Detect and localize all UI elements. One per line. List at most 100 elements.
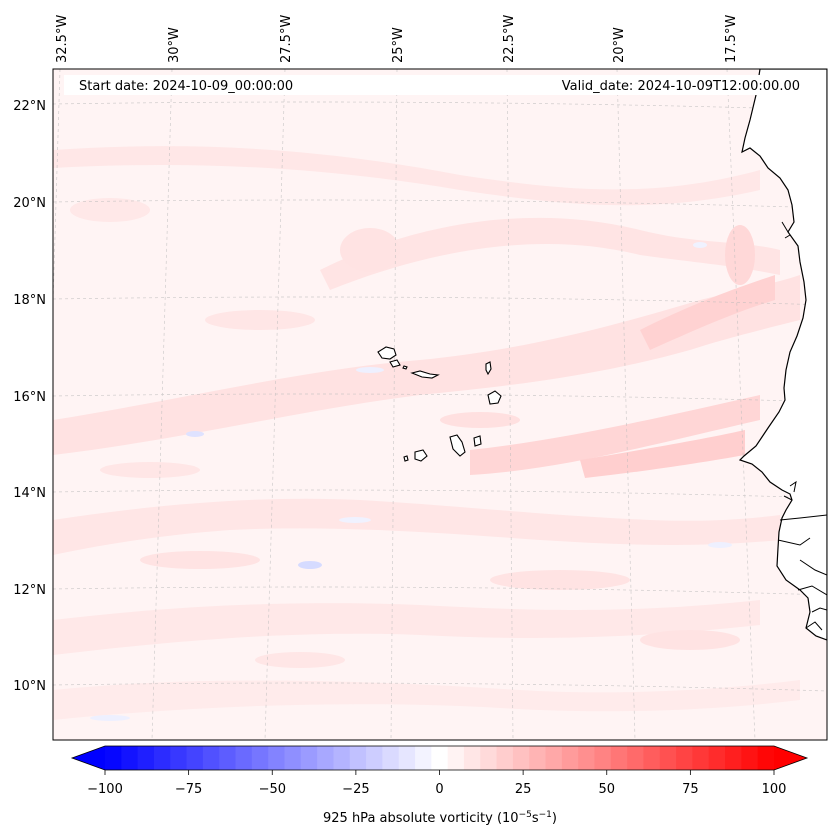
colorbar-cell <box>659 746 677 770</box>
colorbar-tick-label: 100 <box>762 782 787 797</box>
vorticity-band-7 <box>53 680 800 720</box>
africa-coastline <box>738 69 827 641</box>
negative-vorticity-patch <box>339 517 371 523</box>
colorbar-tick-label: −25 <box>342 782 369 797</box>
colorbar-cell <box>235 746 253 770</box>
colorbar-cell <box>545 746 563 770</box>
colorbar-cell <box>186 746 204 770</box>
coast-detail <box>777 221 827 631</box>
start-date-label: Start date: 2024-10-09_00:00:00 <box>79 79 293 94</box>
vorticity-band-6 <box>53 600 760 655</box>
annotation-bar <box>64 75 809 95</box>
gridlines <box>53 69 827 740</box>
vorticity-band-4 <box>470 395 760 475</box>
colorbar-tick-label: 0 <box>435 782 443 797</box>
lat-label: 18°N <box>13 293 46 308</box>
vorticity-band-5 <box>53 498 780 555</box>
vorticity-field <box>53 69 827 740</box>
colorbar-title-exp1: −5 <box>519 810 532 820</box>
vorticity-blob <box>340 228 400 272</box>
colorbar-cell <box>300 746 318 770</box>
colorbar-cell <box>708 746 726 770</box>
colorbar-cell <box>692 746 710 770</box>
latitude-labels: 22°N 20°N 18°N 16°N 14°N 12°N 10°N <box>13 99 46 694</box>
negative-vorticity-patch <box>90 715 130 721</box>
vorticity-band-1 <box>53 146 760 206</box>
colorbar-cell <box>529 746 547 770</box>
island-sao-vicente <box>389 359 401 368</box>
colorbar-cell <box>480 746 498 770</box>
negative-vorticity-patch <box>186 431 204 437</box>
colorbar-cell <box>202 746 220 770</box>
colorbar-cell <box>366 746 383 770</box>
lon-label: 22.5°W <box>502 15 517 63</box>
lon-label: 27.5°W <box>279 15 294 63</box>
colorbar-cell <box>284 746 302 770</box>
vorticity-band-9 <box>580 430 745 478</box>
colorbar-cell <box>219 746 237 770</box>
colorbar-cell <box>676 746 694 770</box>
negative-vorticity-patch <box>693 242 707 248</box>
colorbar-cell <box>268 746 286 770</box>
island-fogo <box>414 449 428 462</box>
colorbar-cell <box>317 746 335 770</box>
colorbar-title-unit: s <box>532 811 539 826</box>
negative-vorticity-patch <box>298 561 322 569</box>
colorbar-cell <box>757 746 775 770</box>
island-boa-vista <box>487 390 502 405</box>
colorbar-cell <box>578 746 596 770</box>
colorbar-low-extension <box>72 746 105 770</box>
colorbar-cell <box>251 746 269 770</box>
island-santo-antao <box>377 346 397 360</box>
colorbar-cell <box>725 746 742 770</box>
colorbar-cell <box>121 746 139 770</box>
island-santa-luzia <box>402 365 408 370</box>
colorbar-tick-label: −50 <box>259 782 286 797</box>
negative-vorticity-patch <box>708 542 732 548</box>
vorticity-blob <box>440 412 520 428</box>
colorbar-ticks <box>104 770 775 775</box>
colorbar-cell <box>627 746 645 770</box>
colorbar-title-main: 925 hPa absolute vorticity (10 <box>323 811 519 826</box>
lon-label: 20°W <box>612 27 627 63</box>
colorbar-tick-label: −100 <box>87 782 123 797</box>
vorticity-blob <box>205 310 315 330</box>
colorbar-cell <box>431 746 449 770</box>
map-frame <box>52 68 828 741</box>
colorbar-cell <box>349 746 367 770</box>
island-maio <box>473 435 482 447</box>
negative-vorticity-patch <box>356 367 384 373</box>
colorbar-tick-label: 75 <box>682 782 699 797</box>
vorticity-band-3 <box>53 275 800 455</box>
island-sal <box>485 361 492 376</box>
vorticity-blob <box>100 462 200 478</box>
colorbar-high-extension <box>774 746 807 770</box>
colorbar-cell <box>741 746 759 770</box>
colorbar-cell <box>170 746 188 770</box>
colorbar-tick-label: −75 <box>175 782 202 797</box>
valid-date-label: Valid_date: 2024-10-09T12:00:00.00 <box>562 79 800 94</box>
colorbar-cell <box>463 746 481 770</box>
colorbar-cell <box>447 746 465 770</box>
lon-label: 17.5°W <box>724 15 739 63</box>
lat-label: 12°N <box>13 583 46 598</box>
colorbar-title-exp2: −1 <box>539 810 552 820</box>
vorticity-band-2 <box>320 217 780 290</box>
colorbar-cell <box>382 746 400 770</box>
colorbar-cell <box>610 746 628 770</box>
colorbar-cell <box>415 746 432 770</box>
colorbar-cell <box>153 746 171 770</box>
lat-label: 20°N <box>13 196 46 211</box>
vorticity-blob <box>725 225 755 285</box>
vorticity-blob <box>140 551 260 569</box>
colorbar-cell <box>105 746 122 770</box>
colorbar-tick-label: 25 <box>515 782 532 797</box>
vorticity-blob <box>640 630 740 650</box>
colorbar-cell <box>496 746 514 770</box>
map-panel[interactable]: Start date: 2024-10-09_00:00:00 Valid_da… <box>40 68 828 741</box>
lon-label: 30°W <box>167 27 182 63</box>
lon-label: 32.5°W <box>55 15 70 63</box>
colorbar-title: 925 hPa absolute vorticity (10−5s−1) <box>323 810 557 826</box>
vorticity-band-8 <box>640 275 775 350</box>
